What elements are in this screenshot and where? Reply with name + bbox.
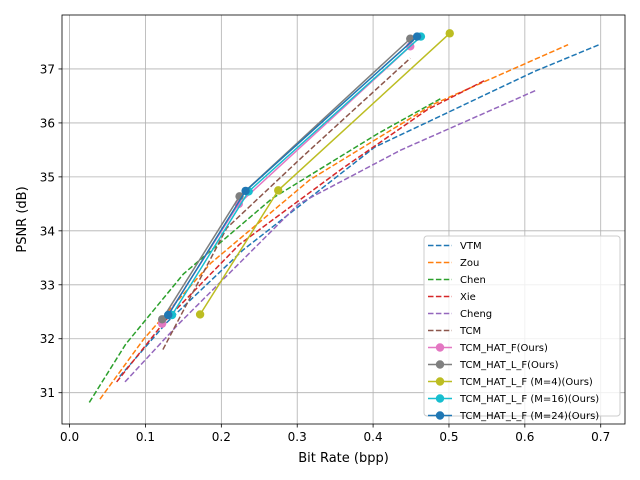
data-point: [241, 186, 250, 196]
legend-item: TCM: [428, 326, 481, 337]
y-axis-title: PSNR (dB): [15, 186, 30, 252]
y-tick-label: 35: [40, 170, 55, 184]
data-point: [412, 32, 422, 41]
data-point: [195, 310, 205, 319]
x-tick-label: 0.0: [60, 430, 79, 444]
series-group: [88, 29, 600, 403]
y-tick-label: 32: [40, 332, 55, 346]
x-tick-label: 0.4: [364, 430, 383, 444]
legend-label: Cheng: [460, 309, 492, 320]
series-chen: [88, 97, 441, 403]
legend-label: Chen: [460, 275, 486, 286]
legend-item: Xie: [428, 292, 476, 303]
legend-item: Chen: [428, 275, 486, 286]
legend-label: Zou: [460, 258, 479, 269]
y-tick-label: 37: [40, 62, 55, 76]
series-tcm-hat-l-f-m-4-ours: [195, 29, 454, 319]
y-tick-label: 31: [40, 386, 55, 400]
legend-label: TCM: [459, 326, 481, 337]
y-tick-label: 33: [40, 278, 55, 292]
legend-label: TCM_HAT_F(Ours): [459, 343, 548, 354]
legend-item: Cheng: [428, 309, 492, 320]
series-zou: [99, 43, 569, 400]
series-tcm-hat-l-f-m-24-ours: [164, 32, 422, 320]
legend-label: VTM: [460, 241, 482, 252]
data-point: [164, 310, 173, 320]
series-line: [116, 79, 487, 383]
legend-item: TCM_HAT_L_F (M=16)(Ours): [428, 394, 599, 405]
x-tick-label: 0.5: [439, 430, 458, 444]
y-tick-label: 36: [40, 116, 55, 130]
legend: VTM Zou Chen Xie Cheng TCM TCM_HAT_F(Ours) TCM_…: [423, 235, 621, 422]
series-vtm: [119, 43, 600, 378]
plot-frame: [61, 14, 626, 425]
legend-box: [423, 235, 621, 417]
series-xie: [116, 79, 487, 383]
legend-label: TCM_HAT_L_F(Ours): [459, 360, 559, 371]
y-tick-label: 34: [40, 224, 55, 238]
legend-item: TCM_HAT_F(Ours): [428, 343, 548, 354]
legend-item: TCM_HAT_L_F(Ours): [428, 360, 559, 371]
legend-label: TCM_HAT_L_F (M=4)(Ours): [459, 377, 593, 388]
axis-ticks: 0.0 0.1 0.2 0.3 0.4 0.5 0.6 0.7 31 32 33 34 35 36 37: [40, 62, 611, 444]
legend-label: Xie: [460, 292, 476, 303]
series-line: [99, 43, 569, 400]
series-cheng: [124, 89, 536, 383]
data-point: [274, 186, 283, 195]
data-point: [445, 29, 454, 38]
legend-item: VTM: [428, 241, 482, 252]
series-line: [119, 43, 600, 378]
x-tick-label: 0.2: [212, 430, 231, 444]
x-axis-title: Bit Rate (bpp): [298, 451, 389, 466]
series-line: [124, 89, 536, 383]
legend-item: TCM_HAT_L_F (M=4)(Ours): [428, 377, 593, 388]
legend-label: TCM_HAT_L_F (M=16)(Ours): [459, 394, 599, 405]
x-tick-label: 0.3: [288, 430, 307, 444]
legend-marker: [435, 377, 445, 386]
x-tick-label: 0.1: [136, 430, 155, 444]
legend-marker: [435, 411, 445, 420]
legend-marker: [435, 394, 445, 403]
series-line: [162, 57, 411, 350]
legend-marker: [435, 360, 445, 369]
series-tcm: [162, 57, 411, 350]
x-tick-label: 0.7: [591, 430, 610, 444]
legend-label: TCM_HAT_L_F (M=24)(Ours): [459, 411, 599, 422]
legend-item: Zou: [428, 258, 479, 269]
x-tick-label: 0.6: [515, 430, 534, 444]
data-point: [157, 315, 167, 324]
legend-marker: [435, 343, 445, 352]
legend-item: TCM_HAT_L_F (M=24)(Ours): [428, 411, 599, 422]
series-line: [88, 97, 441, 403]
